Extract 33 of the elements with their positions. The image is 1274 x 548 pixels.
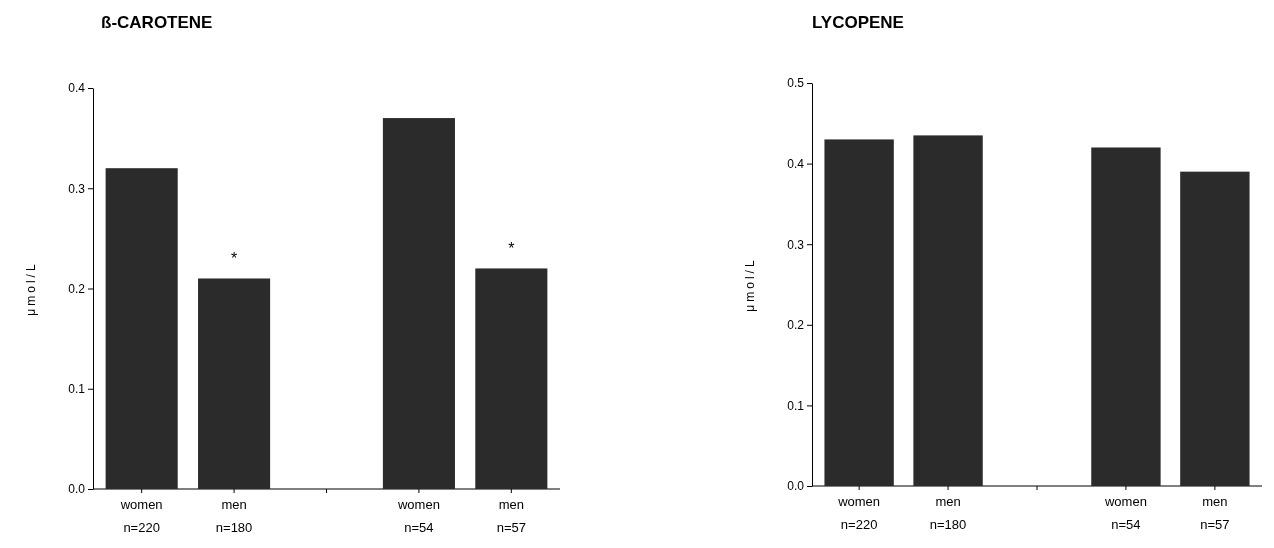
y-axis-title: μmol/L xyxy=(743,257,757,312)
bar xyxy=(824,139,894,486)
annotation: * xyxy=(230,250,238,268)
y-axis-title: μmol/L xyxy=(24,261,38,316)
chart-title: ß-CAROTENE xyxy=(101,13,213,32)
x-tick-label: men n=180 xyxy=(929,494,967,533)
annotation: * xyxy=(508,240,515,258)
x-tick-label: women n=54 xyxy=(1103,494,1147,533)
chart-title: LYCOPENE xyxy=(812,13,904,32)
bar xyxy=(475,268,548,489)
x-tick-label: men n=180 xyxy=(215,497,253,536)
bar xyxy=(105,168,178,489)
y-tick-label: 0.3 xyxy=(787,237,805,252)
bar xyxy=(913,135,983,486)
y-tick-label: 0.2 xyxy=(787,318,805,333)
x-tick-label: men n=57 xyxy=(1200,494,1230,533)
y-tick-label: 0.1 xyxy=(68,382,86,397)
y-tick-label: 0.4 xyxy=(68,81,86,96)
x-tick-label: women n=220 xyxy=(119,497,163,536)
y-tick-label: 0.0 xyxy=(787,479,805,494)
bar xyxy=(1091,147,1161,486)
y-tick-label: 0.5 xyxy=(787,76,805,91)
x-tick-label: women n=54 xyxy=(396,497,440,536)
bar xyxy=(198,278,271,489)
x-tick-label: women n=220 xyxy=(837,494,881,533)
y-tick-label: 0.4 xyxy=(787,156,805,171)
y-tick-label: 0.2 xyxy=(68,281,86,296)
x-tick-label: men n=57 xyxy=(496,497,526,536)
y-tick-label: 0.0 xyxy=(68,482,86,497)
y-tick-label: 0.3 xyxy=(68,181,86,196)
bar xyxy=(382,118,455,489)
bar xyxy=(1180,171,1250,486)
y-tick-label: 0.1 xyxy=(787,398,805,413)
